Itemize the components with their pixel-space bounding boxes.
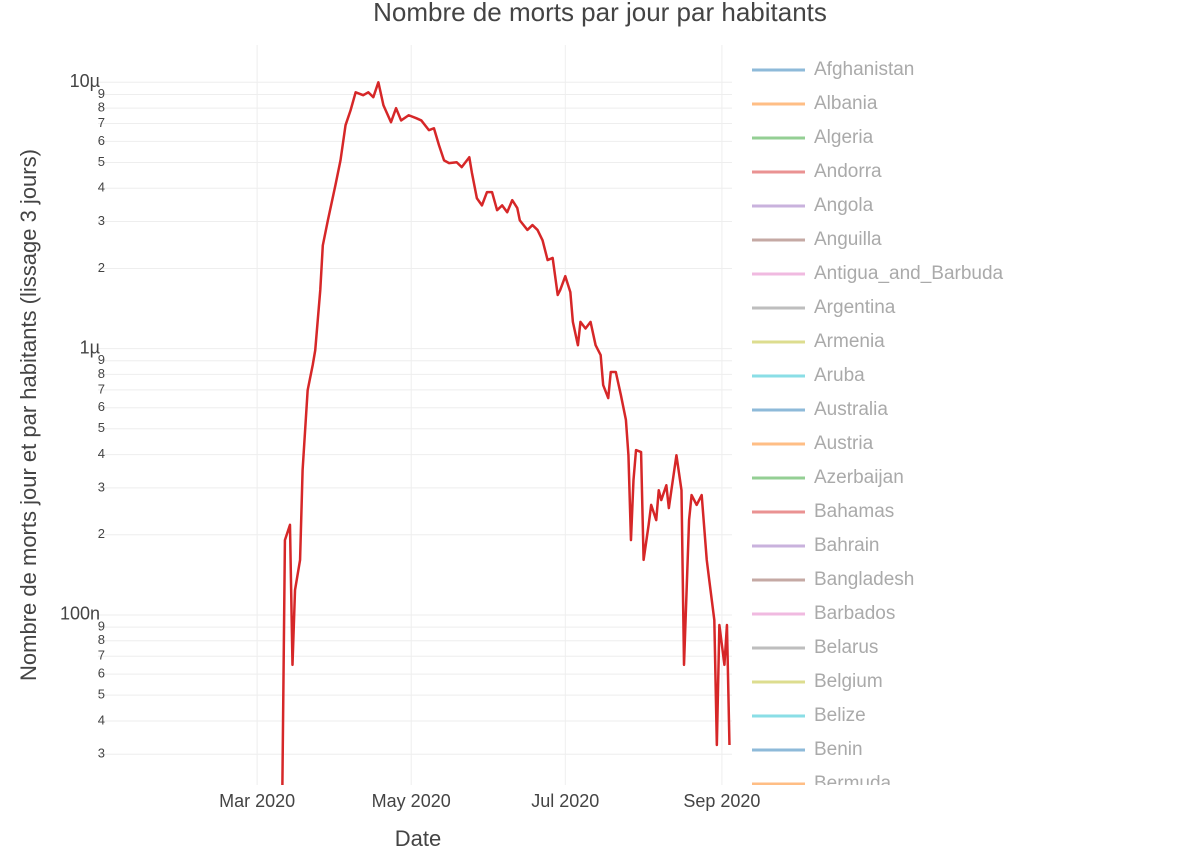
legend-label: Belgium [814, 671, 883, 692]
legend-label: Armenia [814, 331, 885, 352]
y-tick-label: 8 [98, 366, 105, 381]
y-tick-label: 3 [98, 479, 105, 494]
y-tick-label: 3 [98, 746, 105, 761]
legend-label: Argentina [814, 297, 896, 318]
legend: Afghanistan Albania Algeria Andorra Angola An… [752, 59, 1004, 794]
y-tick-label: 8 [98, 100, 105, 115]
data-line [281, 81, 731, 785]
x-tick-label: May 2020 [372, 791, 451, 811]
y-tick-label: 6 [98, 399, 105, 414]
y-tick-label: 2 [98, 260, 105, 275]
y-tick-label: 6 [98, 133, 105, 148]
y-tick-label: 9 [98, 86, 105, 101]
legend-label: Benin [814, 739, 863, 760]
y-tick-label: 5 [98, 420, 105, 435]
legend-label: Angola [814, 195, 874, 216]
legend-label: Anguilla [814, 229, 882, 250]
y-tick-label: 3 [98, 213, 105, 228]
y-tick-label: 9 [98, 619, 105, 634]
y-tick-label: 8 [98, 632, 105, 647]
legend-label: Afghanistan [814, 59, 914, 80]
y-tick-label: 10µ [70, 71, 100, 91]
y-tick-label: 4 [98, 712, 105, 727]
legend-label: Belarus [814, 637, 878, 658]
y-tick-label: 2 [98, 526, 105, 541]
legend-label: Australia [814, 399, 888, 420]
y-tick-label: 7 [98, 115, 105, 130]
y-tick-label: 5 [98, 154, 105, 169]
legend-label: Bermuda [814, 773, 892, 794]
legend-label: Algeria [814, 127, 874, 148]
legend-label: Bahamas [814, 501, 894, 522]
y-tick-label: 1µ [80, 337, 100, 357]
x-tick-label: Mar 2020 [219, 791, 295, 811]
x-tick-label: Jul 2020 [531, 791, 599, 811]
y-tick-label: 4 [98, 446, 105, 461]
legend-label: Belize [814, 705, 866, 726]
legend-label: Azerbaijan [814, 467, 904, 488]
legend-label: Albania [814, 93, 878, 114]
y-tick-label: 100n [60, 604, 100, 624]
legend-label: Andorra [814, 161, 882, 182]
legend-label: Bangladesh [814, 569, 914, 590]
y-tick-label: 5 [98, 687, 105, 702]
y-tick-label: 7 [98, 648, 105, 663]
y-tick-label: 7 [98, 381, 105, 396]
legend-label: Barbados [814, 603, 895, 624]
y-tick-label: 9 [98, 352, 105, 367]
legend-label: Austria [814, 433, 874, 454]
y-tick-label: 6 [98, 666, 105, 681]
y-axis-title: Nombre de morts jour et par habitants (l… [16, 149, 41, 681]
legend-label: Antigua_and_Barbuda [814, 263, 1004, 284]
plot-area [281, 81, 731, 785]
legend-label: Aruba [814, 365, 865, 386]
axes: Mar 2020 May 2020 Jul 2020 Sep 202010µ98765… [60, 71, 760, 811]
x-tick-label: Sep 2020 [683, 791, 760, 811]
legend-label: Bahrain [814, 535, 880, 556]
grid [98, 45, 732, 785]
y-tick-label: 4 [98, 180, 105, 195]
x-axis-title: Date [395, 826, 441, 851]
chart-title: Nombre de morts par jour par habitants [373, 0, 827, 27]
